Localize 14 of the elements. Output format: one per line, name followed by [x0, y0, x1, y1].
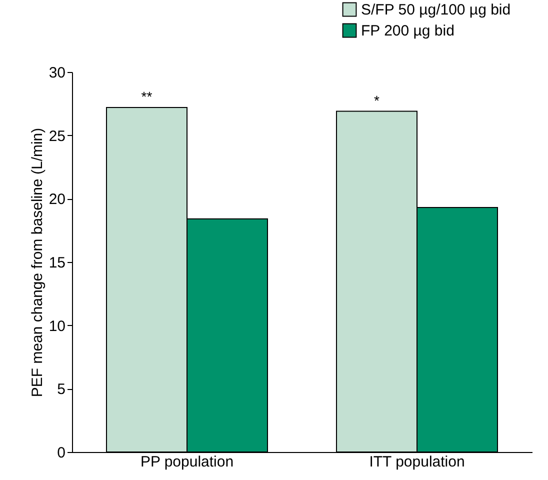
legend-label: FP 200 µg bid — [361, 22, 454, 40]
y-tick-label: 25 — [48, 128, 66, 145]
y-axis-title: PEF mean change from baseline (L/min) — [28, 128, 46, 398]
y-tick-label: 10 — [48, 318, 66, 335]
x-tick-label: PP population — [140, 454, 234, 470]
x-tick-label: ITT population — [369, 454, 465, 470]
y-tick-label: 15 — [48, 254, 66, 272]
y-tick-label: 30 — [48, 64, 66, 82]
y-tick-label: 0 — [57, 444, 66, 462]
y-tick-label: 20 — [48, 191, 66, 208]
y-tick-label: 5 — [57, 381, 66, 398]
annotation: ** — [141, 88, 153, 104]
annotation: * — [374, 92, 380, 108]
legend-label: S/FP 50 µg/100 µg bid — [361, 2, 511, 18]
